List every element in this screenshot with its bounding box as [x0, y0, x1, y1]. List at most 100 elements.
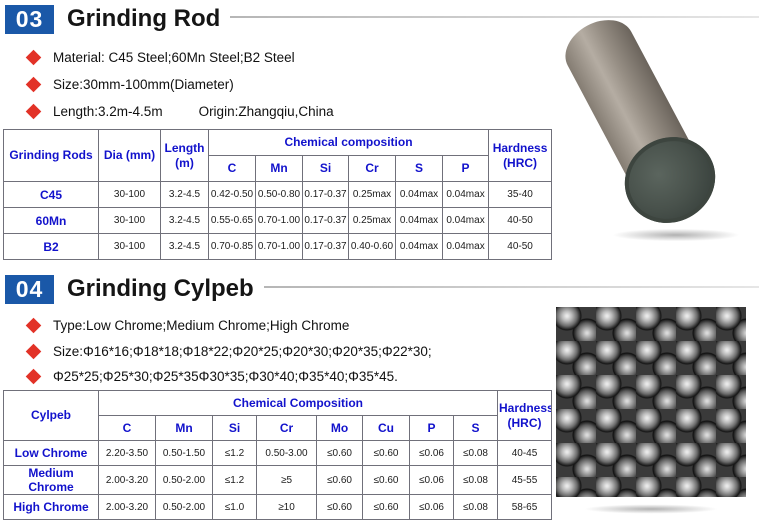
cell-comp: 0.55-0.65 [208, 207, 256, 234]
cell-hardness: 40-50 [488, 233, 553, 260]
cell-comp: ≥10 [256, 494, 317, 520]
bullet-origin-text: Origin:Zhangqiu,China [198, 104, 334, 119]
col-header-hardness: Hardness (HRC) [497, 390, 553, 441]
cell-comp: 0.17-0.37 [302, 207, 349, 234]
row-label: C45 [3, 181, 99, 208]
cell-comp: 0.50-2.00 [155, 494, 213, 520]
element-header: P [409, 415, 454, 441]
bullet-list: Material: C45 Steel;60Mn Steel;B2 Steel … [0, 49, 759, 120]
cell-comp: ≤1.2 [212, 465, 257, 495]
table-row: High Chrome 2.00-3.20 0.50-2.00 ≤1.0 ≥10… [3, 494, 553, 520]
row-label: B2 [3, 233, 99, 260]
cell-comp: 0.04max [395, 207, 443, 234]
col-header-product: Cylpeb [3, 390, 99, 441]
element-header: P [441, 155, 490, 182]
cell-comp: ≤0.60 [362, 494, 410, 520]
section-title: Grinding Rod [67, 5, 221, 32]
cell-length: 3.2-4.5 [160, 207, 209, 234]
cell-comp: ≤0.60 [316, 494, 363, 520]
table-header-row: Cylpeb Chemical Composition Hardness (HR… [3, 390, 553, 441]
cell-comp: 0.04max [395, 233, 443, 260]
element-header: S [395, 155, 443, 182]
cell-comp: 0.70-1.00 [255, 207, 303, 234]
cell-comp: 0.04max [395, 181, 443, 208]
cell-dia: 30-100 [98, 233, 161, 260]
cell-hardness: 35-40 [488, 181, 553, 208]
bullet-material-text: Material: C45 Steel;60Mn Steel;B2 Steel [53, 50, 295, 65]
divider-rule [263, 286, 759, 288]
bullet-size-text: Size:Φ16*16;Φ18*18;Φ18*22;Φ20*25;Φ20*30;… [53, 344, 432, 359]
bullet-size-continued: Φ25*25;Φ25*30;Φ25*35Φ30*35;Φ30*40;Φ35*40… [25, 368, 759, 385]
bullet-type-text: Type:Low Chrome;Medium Chrome;High Chrom… [53, 318, 350, 333]
cell-comp: ≤0.60 [362, 465, 410, 495]
col-header-dia: Dia (mm) [98, 129, 161, 182]
bullet-size-text: Size:30mm-100mm(Diameter) [53, 77, 234, 92]
bullet-size: Size:Φ16*16;Φ18*18;Φ18*22;Φ20*25;Φ20*30;… [25, 343, 759, 360]
element-header: Mn [255, 155, 303, 182]
diamond-bullet-icon [25, 76, 42, 93]
cell-hardness: 45-55 [497, 465, 553, 495]
cell-hardness: 40-45 [497, 440, 553, 466]
cell-comp: 0.17-0.37 [302, 233, 349, 260]
diamond-bullet-icon [25, 49, 42, 66]
cylpeb-spec-table: Cylpeb Chemical Composition Hardness (HR… [3, 390, 553, 520]
cell-comp: 2.00-3.20 [98, 494, 156, 520]
cell-comp: ≤0.60 [362, 440, 410, 466]
table-subheader-row: C Mn Si Cr Mo Cu P S [4, 415, 552, 441]
element-header: Si [212, 415, 257, 441]
diamond-bullet-icon [25, 317, 42, 334]
cell-comp: 2.00-3.20 [98, 465, 156, 495]
cell-length: 3.2-4.5 [160, 181, 209, 208]
element-header: Cr [348, 155, 396, 182]
diamond-bullet-icon [25, 103, 42, 120]
rod-photo [550, 5, 758, 250]
table-row: B2 30-100 3.2-4.5 0.70-0.85 0.70-1.00 0.… [3, 233, 553, 260]
section-title: Grinding Cylpeb [67, 275, 254, 302]
section-header: 04 Grinding Cylpeb [0, 274, 759, 304]
cell-comp: 0.50-0.80 [255, 181, 303, 208]
cell-comp: 0.50-2.00 [155, 465, 213, 495]
cell-comp: 0.50-1.50 [155, 440, 213, 466]
section-number-badge: 04 [5, 274, 54, 304]
cell-comp: 0.42-0.50 [208, 181, 256, 208]
bullet-size-continued-text: Φ25*25;Φ25*30;Φ25*35Φ30*35;Φ30*40;Φ35*40… [53, 369, 398, 384]
cell-comp: 0.04max [441, 207, 490, 234]
cell-comp: ≤1.2 [212, 440, 257, 466]
rod-spec-table: Grinding Rods Dia (mm) Length (m) Chemic… [3, 129, 553, 260]
cell-comp: ≤0.08 [452, 440, 499, 466]
cell-comp: ≤0.06 [409, 440, 454, 466]
divider-rule [230, 16, 759, 18]
element-header: Cr [256, 415, 317, 441]
col-header-product: Grinding Rods [3, 129, 99, 182]
cell-comp: ≤0.08 [452, 465, 499, 495]
cell-comp: ≤1.0 [212, 494, 257, 520]
rod-photo-shadow [595, 227, 757, 243]
bullet-length-origin: Length:3.2m-4.5m Origin:Zhangqiu,China [25, 103, 759, 120]
bullet-type: Type:Low Chrome;Medium Chrome;High Chrom… [25, 317, 759, 334]
cell-hardness: 40-50 [488, 207, 553, 234]
row-label: 60Mn [3, 207, 99, 234]
table-row: 60Mn 30-100 3.2-4.5 0.55-0.65 0.70-1.00 … [3, 207, 553, 234]
section-grinding-cylpeb: 04 Grinding Cylpeb Type:Low Chrome;Mediu… [0, 274, 759, 520]
section-header: 03 Grinding Rod [0, 4, 759, 34]
cell-hardness: 58-65 [497, 494, 553, 520]
element-header: Mo [316, 415, 363, 441]
bullet-size: Size:30mm-100mm(Diameter) [25, 76, 759, 93]
col-header-composition: Chemical composition [207, 129, 490, 156]
cell-comp: ≤0.08 [452, 494, 499, 520]
section-number-badge: 03 [5, 4, 54, 34]
cell-comp: ≤0.60 [316, 465, 363, 495]
bullet-list: Type:Low Chrome;Medium Chrome;High Chrom… [0, 317, 759, 385]
element-header: Si [302, 155, 349, 182]
cell-dia: 30-100 [98, 181, 161, 208]
table-row: Low Chrome 2.20-3.50 0.50-1.50 ≤1.2 0.50… [3, 440, 553, 466]
cell-comp: ≥5 [256, 465, 317, 495]
cell-comp: 0.70-0.85 [208, 233, 256, 260]
element-header: Mn [155, 415, 213, 441]
row-label: High Chrome [3, 494, 99, 520]
cell-comp: 2.20-3.50 [98, 440, 156, 466]
row-label: Low Chrome [3, 440, 99, 466]
table-header-row: Grinding Rods Dia (mm) Length (m) Chemic… [3, 129, 553, 182]
element-header: C [98, 415, 156, 441]
